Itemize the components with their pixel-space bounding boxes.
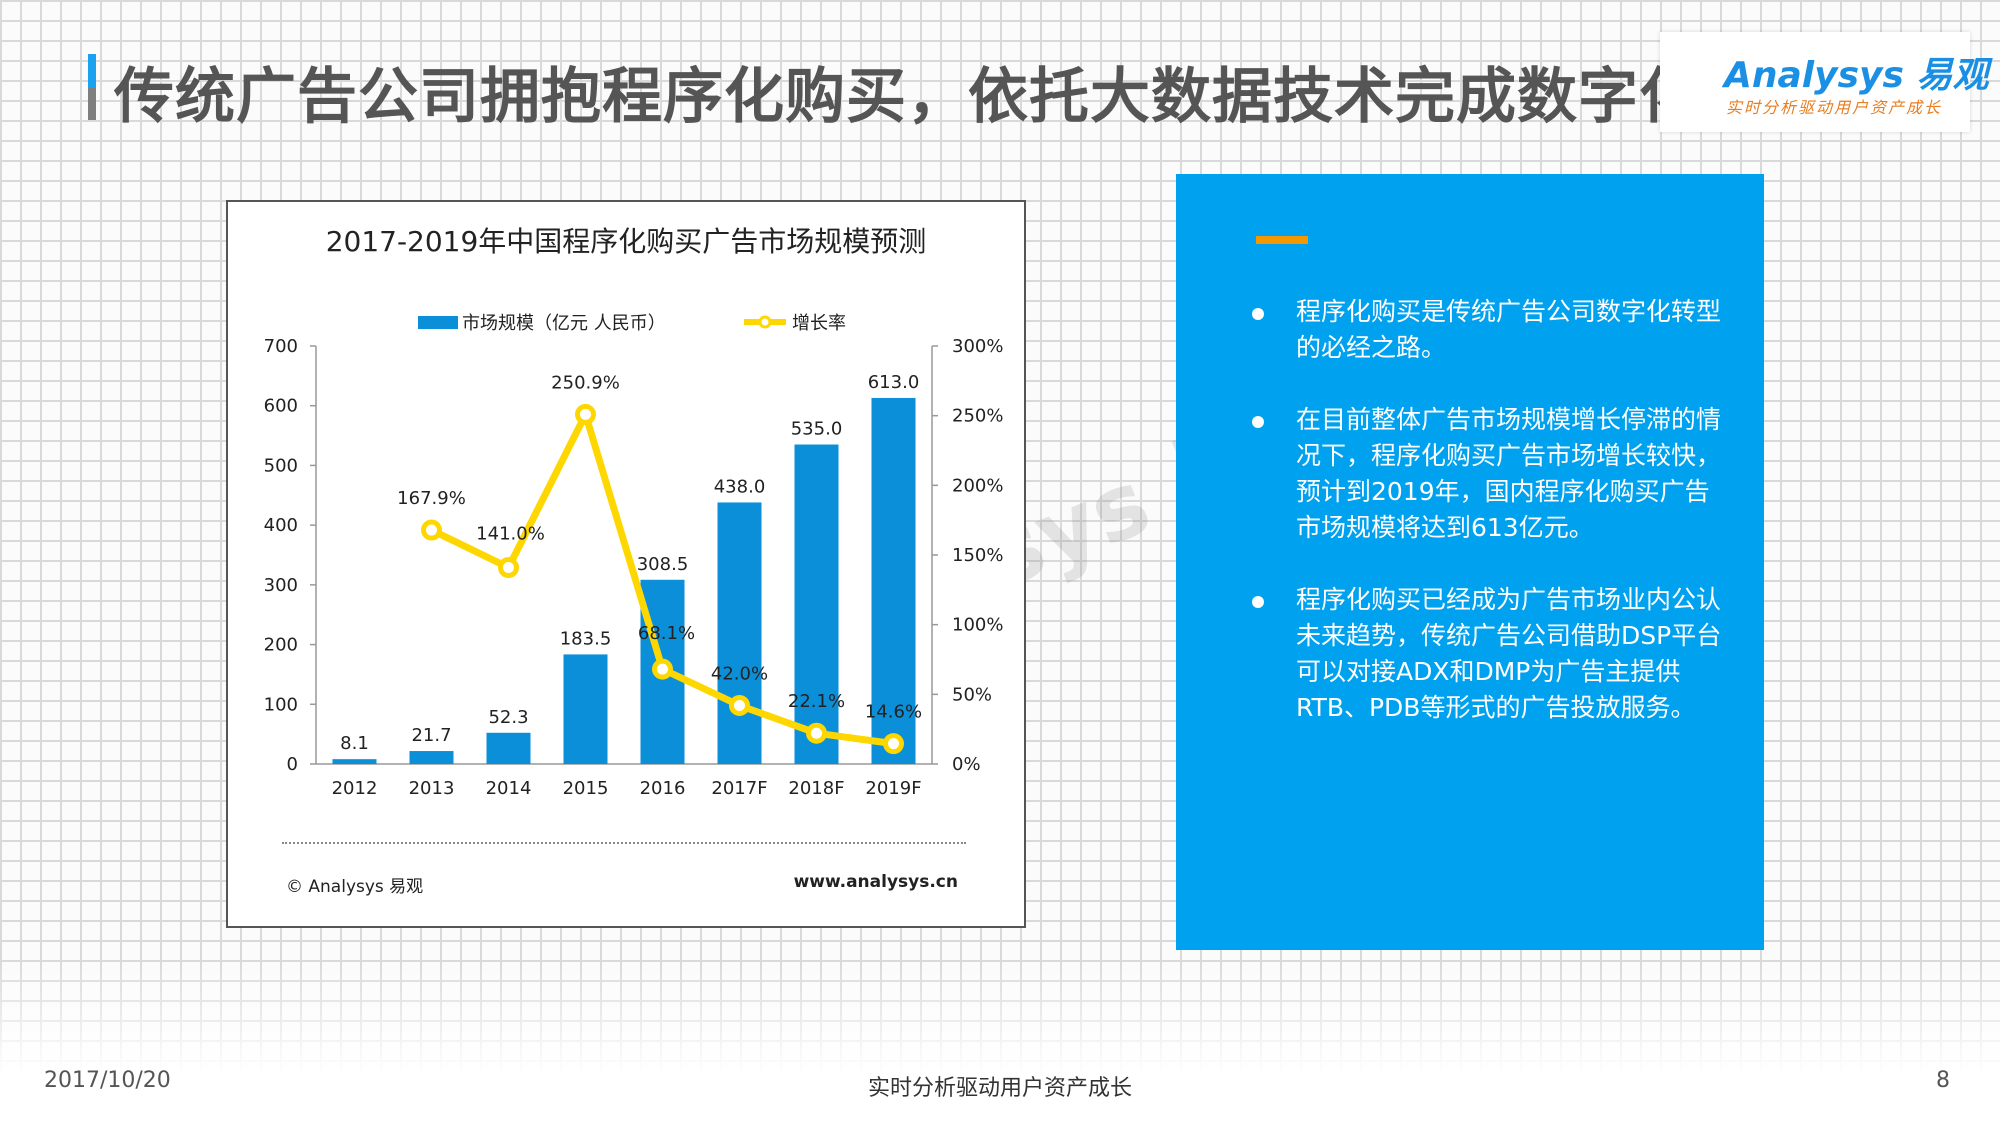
bottom-fade [0,960,2000,1125]
bar-value-label: 8.1 [340,733,369,754]
growth-point [806,722,827,744]
page-number: 8 [1936,1068,1950,1093]
logo-text: Analysys 易观 [1724,55,1989,96]
y-tick-label-right: 300% [952,336,1003,357]
y-tick-label-right: 150% [952,545,1003,566]
growth-value-label: 42.0% [711,663,768,684]
bar [486,732,531,764]
growth-point [575,403,596,425]
page-title: 传统广告公司拥抱程序化购买，依托大数据技术完成数字化转型 [114,62,1822,132]
bar-value-label: 613.0 [868,372,920,393]
bar [794,444,839,764]
bullet-text: 在目前整体广告市场规模增长停滞的情况下，程序化购买广告市场增长较快，预计到201… [1296,405,1722,542]
title-accent-bar-gray [88,88,96,120]
growth-value-label: 167.9% [397,488,466,509]
bullet-item: 程序化购买是传统广告公司数字化转型的必经之路。 [1252,294,1732,366]
growth-point [729,694,750,716]
bar-value-label: 535.0 [791,419,843,440]
brand-logo: Analysys 易观 实时分析驱动用户资产成长 [1660,32,1988,132]
chart-frame: 2017-2019年中国程序化购买广告市场规模预测 0 100 200 300 400 5… [226,200,1026,928]
bullet-item: 在目前整体广告市场规模增长停滞的情况下，程序化购买广告市场增长较快，预计到201… [1252,402,1732,546]
y-tick-label-right: 50% [952,684,992,705]
growth-value-label: 14.6% [865,702,922,723]
legend-line-label: 增长率 [792,313,846,334]
summary-panel: 程序化购买是传统广告公司数字化转型的必经之路。 在目前整体广告市场规模增长停滞的… [1176,174,1764,950]
chart-divider [282,842,966,844]
y-tick-label-left: 200 [264,635,298,656]
growth-value-label: 141.0% [476,524,545,545]
title-accent-bar [88,54,96,120]
growth-point [498,557,519,579]
x-tick-label: 2012 [332,778,378,799]
bullet-dot-icon [1252,308,1264,320]
bar [717,502,762,764]
bar-value-label: 52.3 [488,707,528,728]
chart-title: 2017-2019年中国程序化购买广告市场规模预测 [325,225,927,258]
logo-tagline: 实时分析驱动用户资产成长 [1726,98,1943,117]
x-tick-label: 2019F [865,778,921,799]
bullet-dot-icon [1252,416,1264,428]
bullet-text: 程序化购买是传统广告公司数字化转型的必经之路。 [1296,297,1722,362]
bar-value-label: 308.5 [637,554,689,575]
x-tick-label: 2017F [711,778,767,799]
panel-accent-bar [1256,236,1308,244]
footer-date: 2017/10/20 [44,1068,171,1093]
growth-point [421,519,442,541]
legend-bar-swatch [418,316,458,329]
x-tick-label: 2018F [788,778,844,799]
y-tick-label-left: 700 [264,336,298,357]
x-tick-label: 2015 [563,778,609,799]
chart-svg: 0 100 200 300 400 500 600 700 0% 50% 100% 150% 200% 2… [264,313,1004,799]
bullet-item: 程序化购买已经成为广告市场业内公认未来趋势，传统广告公司借助DSP平台可以对接A… [1252,582,1732,726]
y-tick-label-left: 500 [264,455,298,476]
growth-value-label: 250.9% [551,372,620,393]
legend-bar-label: 市场规模（亿元 人民币） [462,313,666,334]
chart-copyright: © Analysys 易观 [286,877,424,897]
footer-slogan: 实时分析驱动用户资产成长 [867,1076,1132,1101]
bar [332,759,377,764]
legend-line-marker [758,315,772,329]
y-tick-label-left: 100 [264,694,298,715]
growth-point [652,658,673,680]
bar-value-label: 438.0 [714,476,766,497]
x-tick-label: 2013 [409,778,455,799]
bullet-list: 程序化购买是传统广告公司数字化转型的必经之路。 在目前整体广告市场规模增长停滞的… [1252,294,1732,762]
y-tick-label-right: 100% [952,615,1003,636]
y-tick-label-right: 200% [952,475,1003,496]
growth-value-label: 22.1% [788,691,845,712]
growth-point [883,733,904,755]
y-tick-label-right: 250% [952,406,1003,427]
chart-website: www.analysys.cn [793,872,958,892]
x-tick-label: 2014 [486,778,532,799]
y-tick-label-left: 300 [264,575,298,596]
y-tick-label-left: 400 [264,515,298,536]
growth-value-label: 68.1% [638,623,695,644]
y-tick-label-left: 0 [287,754,298,775]
x-tick-label: 2016 [640,778,686,799]
bullet-dot-icon [1252,596,1264,608]
bar-value-label: 21.7 [411,725,451,746]
bullet-text: 程序化购买已经成为广告市场业内公认未来趋势，传统广告公司借助DSP平台可以对接A… [1296,585,1722,722]
bar [409,751,454,764]
bar [563,654,608,764]
bar [871,397,916,764]
y-tick-label-left: 600 [264,396,298,417]
bar-value-label: 183.5 [560,628,612,649]
y-tick-label-right: 0% [952,754,981,775]
